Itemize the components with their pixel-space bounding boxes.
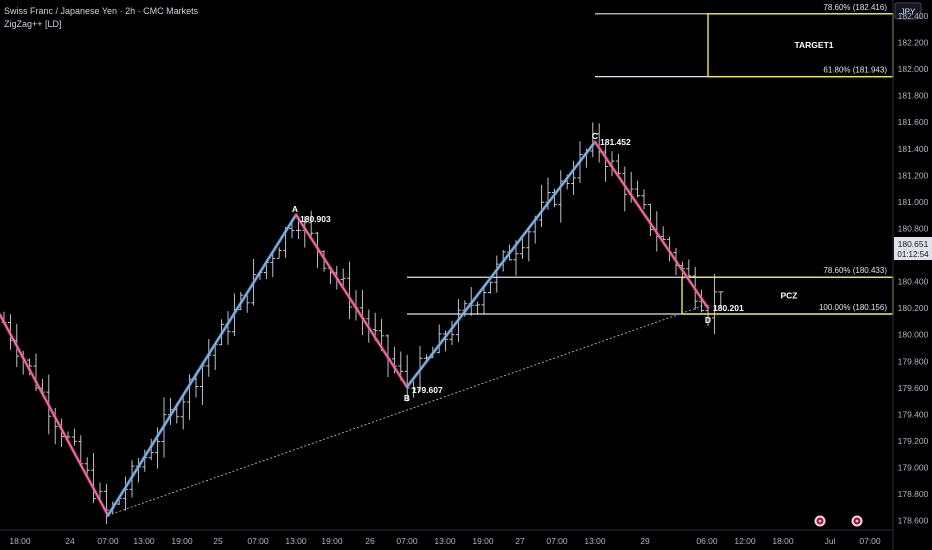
event-marker[interactable] (851, 515, 863, 527)
pivot-label: D (705, 315, 711, 325)
leg-highlight (406, 141, 596, 388)
pivot-label: B (404, 393, 410, 403)
pivot-price-label: 179.607 (412, 385, 443, 395)
leg-highlight (295, 214, 408, 388)
time-tick-label: 07:00 (396, 536, 418, 546)
time-tick-label: 24 (65, 536, 75, 546)
pivot-price-label: 181.452 (600, 137, 631, 147)
time-tick-label: 19:00 (472, 536, 494, 546)
price-tick-label: 180.400 (898, 277, 929, 287)
time-axis-ticks: 18:00 24 07:00 13:00 19:00 25 07:00 13:00 19:00 2… (9, 536, 881, 546)
pivot-label: A (292, 204, 298, 214)
current-price-tag (894, 237, 932, 260)
currency-label: JPY (901, 8, 916, 17)
price-tick-label: 179.000 (898, 463, 929, 473)
time-tick-label: 13:00 (434, 536, 456, 546)
price-tick-label: 178.600 (898, 516, 929, 526)
leg-highlight (594, 141, 709, 309)
price-tick-label: 180.000 (898, 330, 929, 340)
time-tick-label: 13:00 (285, 536, 307, 546)
time-tick-label: Jul (825, 536, 836, 546)
time-tick-label: 19:00 (171, 536, 193, 546)
pcz-zone-label: PCZ (781, 291, 798, 301)
fib-level-label: 100.00% (180.156) (819, 303, 887, 312)
price-tick-label: 179.800 (898, 356, 929, 366)
pivot-price-label: 180.201 (713, 303, 744, 313)
price-tick-label: 179.600 (898, 383, 929, 393)
price-tick-label: 179.200 (898, 436, 929, 446)
time-tick-label: 26 (365, 536, 375, 546)
pivot-price-label: 180.903 (300, 214, 331, 224)
fib-level-label: 78.60% (180.433) (823, 266, 887, 275)
leg-highlight (0, 314, 109, 516)
leg-highlight (107, 214, 297, 516)
price-tick-label: 181.600 (898, 117, 929, 127)
price-tick-label: 179.400 (898, 409, 929, 419)
time-tick-label: 13:00 (133, 536, 155, 546)
price-tick-label: 182.200 (898, 38, 929, 48)
indicator-label: ZigZag++ [LD] (4, 19, 62, 29)
time-tick-label: 25 (213, 536, 223, 546)
target-zone-label: TARGET1 (794, 40, 833, 50)
chart-title: Swiss Franc / Japanese Yen · 2h · CMC Ma… (4, 6, 199, 16)
bar-countdown: 01:12:54 (897, 250, 929, 259)
time-tick-label: 27 (515, 536, 525, 546)
fib-levels: 78.60% (182.416) 61.80% (181.943) 78.60% (… (107, 3, 894, 516)
time-tick-label: 07:00 (859, 536, 881, 546)
time-tick-label: 07:00 (247, 536, 269, 546)
pivot-label: C (592, 131, 598, 141)
time-tick-label: 19:00 (321, 536, 343, 546)
price-tick-label: 180.800 (898, 223, 929, 233)
price-tick-label: 181.400 (898, 144, 929, 154)
price-tick-label: 178.800 (898, 489, 929, 499)
fib-level-label: 78.60% (182.416) (823, 3, 887, 12)
time-tick-label: 29 (640, 536, 650, 546)
price-axis-ticks: 178.600 178.800 179.000 179.200 179.400 179.6… (898, 11, 929, 526)
time-tick-label: 07:00 (97, 536, 119, 546)
time-tick-label: 13:00 (584, 536, 606, 546)
time-tick-label: 06:00 (696, 536, 718, 546)
current-price: 180.651 (898, 239, 929, 249)
time-tick-label: 18:00 (772, 536, 794, 546)
price-tick-label: 181.200 (898, 170, 929, 180)
time-tick-label: 12:00 (734, 536, 756, 546)
time-tick-label: 07:00 (546, 536, 568, 546)
currency-badge[interactable] (894, 2, 922, 20)
price-tick-label: 181.800 (898, 91, 929, 101)
price-tick-label: 181.000 (898, 197, 929, 207)
zigzag-legs (0, 140, 710, 517)
event-marker[interactable] (814, 515, 826, 527)
price-tick-label: 182.400 (898, 11, 929, 21)
price-tick-label: 180.200 (898, 303, 929, 313)
time-tick-label: 18:00 (9, 536, 31, 546)
price-tick-label: 182.000 (898, 64, 929, 74)
fib-level-label: 61.80% (181.943) (823, 66, 887, 75)
